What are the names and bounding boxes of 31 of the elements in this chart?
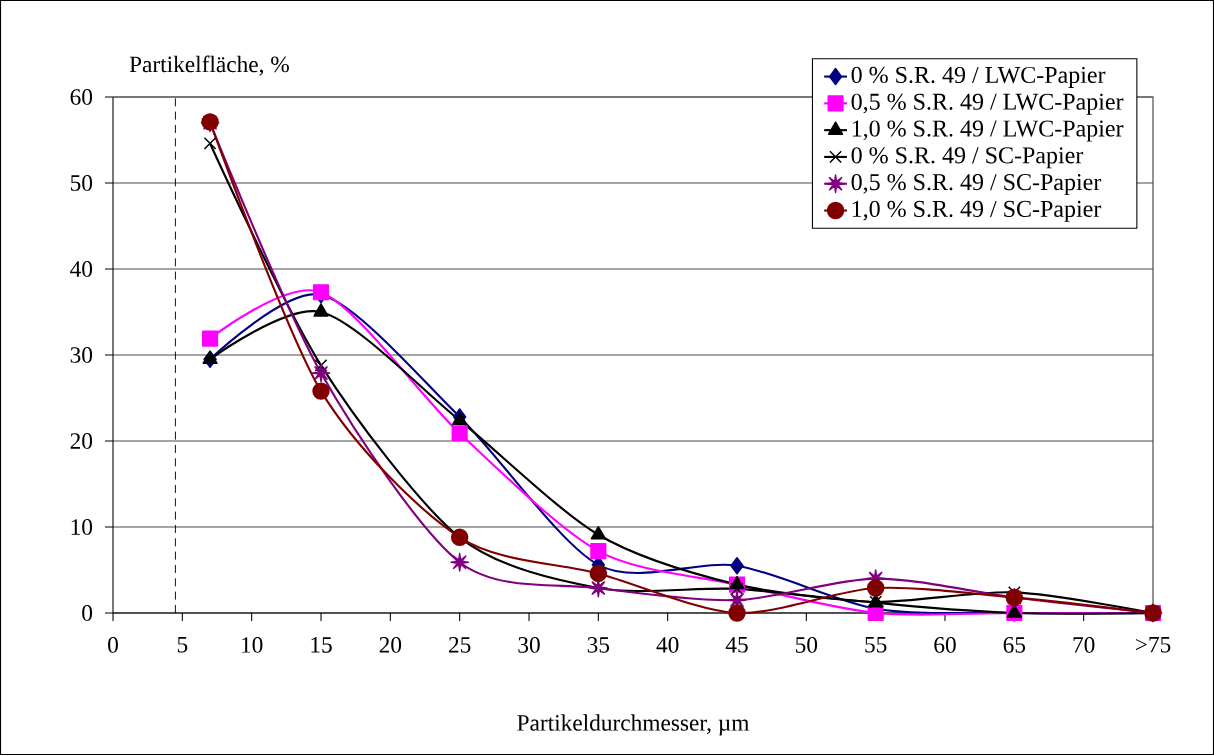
legend-label: 1,0 % S.R. 49 / LWC-Papier xyxy=(852,120,1124,142)
x-tick-label: 10 xyxy=(242,637,263,653)
x-axis-title: Partikeldurchmesser, µm xyxy=(517,714,750,736)
legend-label: 0,5 % S.R. 49 / LWC-Papier xyxy=(851,93,1124,115)
x-tick-label: 25 xyxy=(449,637,471,653)
x-tick-label: 0 xyxy=(108,637,118,653)
x-tick-label: 20 xyxy=(379,637,402,653)
legend-label: 0 % S.R. 49 / LWC-Papier xyxy=(851,66,1106,88)
legend-label: 0 % S.R. 49 / SC-Papier xyxy=(851,147,1084,169)
x-tick-label: 5 xyxy=(177,637,188,653)
y-tick-label: 60 xyxy=(70,89,93,105)
y-tick-label: 20 xyxy=(70,433,93,449)
x-tick-label: 50 xyxy=(796,637,818,653)
y-axis-title: Partikelfläche, % xyxy=(129,55,289,76)
x-tick-label: 70 xyxy=(1073,637,1095,653)
x-tick-label: 30 xyxy=(518,637,540,653)
x-tick-label: 40 xyxy=(656,637,679,653)
x-tick-label: 35 xyxy=(587,637,610,653)
legend-label: 1,0 % S.R. 49 / SC-Papier xyxy=(852,200,1102,222)
x-tick-label: 65 xyxy=(1003,637,1026,653)
y-tick-label: 40 xyxy=(70,261,93,277)
x-tick-label: >75 xyxy=(1135,637,1171,653)
y-tick-label: 50 xyxy=(70,175,93,191)
y-tick-label: 30 xyxy=(70,347,93,363)
x-tick-label: 45 xyxy=(725,637,748,653)
x-tick-label: 60 xyxy=(934,637,956,653)
x-tick-label: 15 xyxy=(311,637,332,653)
legend-label: 0,5 % S.R. 49 / SC-Papier xyxy=(851,174,1102,196)
y-tick-label: 0 xyxy=(82,605,93,621)
y-tick-label: 10 xyxy=(71,519,93,535)
x-tick-label: 55 xyxy=(865,637,887,653)
